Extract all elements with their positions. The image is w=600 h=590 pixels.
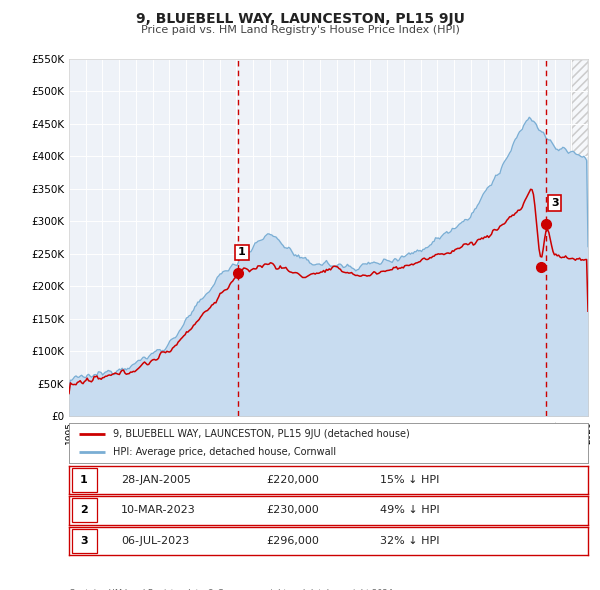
Text: Price paid vs. HM Land Registry's House Price Index (HPI): Price paid vs. HM Land Registry's House …	[140, 25, 460, 35]
Text: 1: 1	[80, 475, 88, 484]
Text: 9, BLUEBELL WAY, LAUNCESTON, PL15 9JU (detached house): 9, BLUEBELL WAY, LAUNCESTON, PL15 9JU (d…	[113, 429, 410, 439]
Text: 10-MAR-2023: 10-MAR-2023	[121, 506, 196, 515]
Text: 3: 3	[80, 536, 88, 546]
FancyBboxPatch shape	[71, 529, 97, 553]
Text: 1: 1	[238, 247, 246, 257]
Text: HPI: Average price, detached house, Cornwall: HPI: Average price, detached house, Corn…	[113, 447, 336, 457]
Text: 49% ↓ HPI: 49% ↓ HPI	[380, 506, 440, 515]
Text: Contains HM Land Registry data © Crown copyright and database right 2024.: Contains HM Land Registry data © Crown c…	[69, 589, 395, 590]
Text: £220,000: £220,000	[266, 475, 319, 484]
Text: 9, BLUEBELL WAY, LAUNCESTON, PL15 9JU: 9, BLUEBELL WAY, LAUNCESTON, PL15 9JU	[136, 12, 464, 26]
Text: 06-JUL-2023: 06-JUL-2023	[121, 536, 189, 546]
FancyBboxPatch shape	[71, 468, 97, 491]
Text: £296,000: £296,000	[266, 536, 319, 546]
FancyBboxPatch shape	[71, 499, 97, 522]
Text: 15% ↓ HPI: 15% ↓ HPI	[380, 475, 440, 484]
Text: 3: 3	[551, 198, 559, 208]
Text: 32% ↓ HPI: 32% ↓ HPI	[380, 536, 440, 546]
Text: 28-JAN-2005: 28-JAN-2005	[121, 475, 191, 484]
Text: 2: 2	[80, 506, 88, 515]
Text: £230,000: £230,000	[266, 506, 319, 515]
